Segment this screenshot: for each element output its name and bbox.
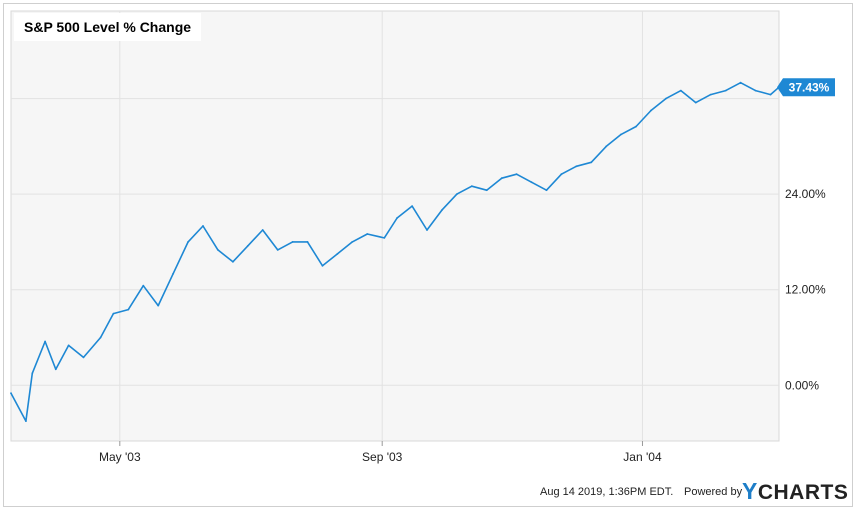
axis-ticks: 0.00% 12.00% 24.00% May '03 Sep '03 Jan '04: [99, 187, 826, 464]
data-point: [635, 125, 637, 128]
data-point: [67, 344, 70, 347]
last-value-label: 37.43%: [789, 81, 830, 95]
y-tick-label: 0.00%: [785, 378, 819, 392]
footer-powered-by: Powered by: [684, 486, 743, 498]
data-point: [351, 241, 354, 243]
data-point: [470, 185, 473, 188]
y-tick-label: 24.00%: [785, 187, 826, 201]
data-point: [545, 189, 548, 192]
data-point: [99, 336, 102, 339]
data-point: [54, 368, 57, 371]
last-value-badge: [777, 78, 835, 97]
logo-y: Y: [742, 478, 758, 504]
data-point: [44, 340, 46, 343]
data-point: [515, 173, 518, 176]
grid-lines: [11, 11, 779, 441]
data-point: [396, 217, 398, 219]
data-point: [500, 177, 503, 180]
data-point: [306, 241, 309, 243]
series-line: [10, 81, 780, 422]
data-point: [232, 260, 234, 263]
data-point: [739, 81, 742, 84]
last-value-layer: 37.43%: [777, 78, 835, 97]
data-point: [665, 97, 667, 100]
data-point: [769, 93, 772, 96]
data-point: [694, 101, 697, 104]
x-tick-label: May '03: [99, 450, 141, 464]
data-point: [383, 237, 386, 239]
ycharts-logo[interactable]: YCHARTS: [742, 478, 848, 505]
data-point: [650, 109, 652, 112]
data-point: [485, 189, 488, 192]
logo-text: CHARTS: [757, 481, 849, 504]
data-point: [112, 312, 115, 315]
data-point: [261, 229, 264, 231]
data-point: [590, 161, 593, 164]
data-point: [456, 193, 458, 196]
data-point: [530, 181, 533, 184]
y-tick-label: 12.00%: [785, 283, 826, 297]
data-point: [31, 372, 34, 375]
footer-timestamp: Aug 14 2019, 1:36PM EDT.: [540, 486, 674, 498]
data-point: [366, 233, 369, 235]
data-point: [605, 145, 608, 148]
data-point: [575, 165, 578, 168]
data-point: [157, 304, 160, 307]
data-point: [276, 249, 279, 251]
data-point: [560, 173, 563, 176]
data-point: [246, 245, 249, 247]
data-point: [709, 93, 712, 96]
data-point: [217, 249, 219, 251]
data-point: [680, 89, 682, 92]
data-point: [202, 225, 204, 227]
x-tick-label: Sep '03: [362, 450, 403, 464]
data-point: [10, 392, 12, 395]
plot-area: [10, 10, 780, 442]
data-point: [336, 253, 339, 255]
data-point: [127, 308, 130, 311]
data-point: [291, 241, 294, 243]
data-point: [187, 241, 190, 243]
data-point: [620, 133, 622, 136]
data-point: [441, 209, 443, 212]
series-layer: [10, 81, 780, 422]
data-point: [754, 89, 757, 92]
data-point: [426, 229, 428, 231]
data-point: [25, 420, 27, 422]
data-point: [172, 272, 175, 275]
data-point: [142, 284, 145, 287]
x-tick-label: Jan '04: [623, 450, 662, 464]
data-point: [411, 205, 413, 208]
data-point: [321, 264, 324, 267]
data-point: [724, 89, 727, 92]
chart-title: S&P 500 Level % Change: [14, 13, 202, 41]
data-point: [82, 356, 85, 359]
